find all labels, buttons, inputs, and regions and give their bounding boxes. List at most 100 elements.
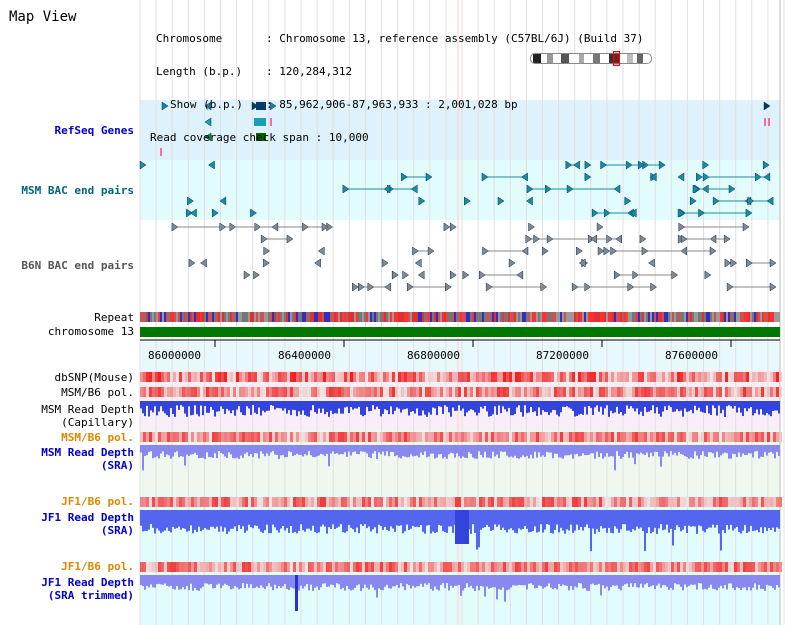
read-depth-bar [232, 401, 234, 411]
read-depth-bar [142, 445, 144, 471]
read-depth-bar [354, 401, 356, 409]
polymorphism-segment [227, 432, 230, 442]
read-depth-bar [714, 401, 716, 409]
polymorphism-segment [746, 432, 749, 442]
read-depth-bar [318, 510, 320, 533]
read-depth-bar [726, 510, 728, 526]
polymorphism-segment [530, 432, 533, 442]
repeat-segment [516, 312, 518, 322]
read-depth-bar [248, 510, 250, 525]
read-depth-bar [156, 445, 158, 457]
polymorphism-segment [764, 432, 767, 442]
polymorphism-segment [191, 497, 194, 507]
read-depth-bar [542, 401, 544, 411]
polymorphism-segment [179, 387, 182, 397]
gene-mark [445, 282, 452, 292]
repeat-segment [670, 312, 672, 322]
read-depth-bar [740, 575, 742, 590]
read-depth-bar [514, 510, 516, 533]
gene-mark [401, 172, 408, 182]
read-depth-bar [606, 510, 608, 533]
read-depth-bar [192, 401, 194, 415]
polymorphism-segment [701, 497, 704, 507]
repeat-segment [396, 312, 398, 322]
read-depth-bar [502, 401, 504, 407]
repeat-segment [462, 312, 464, 322]
polymorphism-segment [323, 497, 326, 507]
polymorphism-segment [572, 497, 575, 507]
polymorphism-segment [509, 497, 512, 507]
repeat-segment [248, 312, 250, 322]
polymorphism-segment [713, 562, 716, 572]
polymorphism-segment [662, 387, 665, 397]
read-depth-bar [334, 445, 336, 454]
polymorphism-segment [203, 497, 206, 507]
read-depth-bar [436, 445, 438, 458]
read-depth-bar [240, 445, 242, 456]
polymorphism-segment [704, 387, 707, 397]
repeat-segment [454, 312, 456, 322]
polymorphism-segment [512, 432, 515, 442]
read-depth-bar [640, 510, 642, 528]
info-length-value: 120,284,312 [279, 65, 353, 78]
polymorphism-segment [398, 432, 401, 442]
polymorphism-segment [617, 372, 620, 382]
read-depth-bar [706, 510, 708, 530]
polymorphism-segment [392, 432, 395, 442]
read-depth-bar [264, 575, 266, 590]
gene-mark [321, 222, 329, 232]
read-depth-bar [532, 510, 534, 532]
polymorphism-segment [356, 432, 359, 442]
read-depth-bar [272, 510, 274, 525]
read-depth-bar [446, 445, 448, 459]
read-depth-bar [756, 575, 758, 590]
polymorphism-segment [326, 387, 329, 397]
read-depth-bar [366, 401, 368, 407]
read-depth-bar [172, 401, 174, 414]
polymorphism-segment [185, 497, 188, 507]
polymorphism-segment [422, 372, 425, 382]
read-depth-bar [516, 401, 518, 408]
read-depth-bar [212, 575, 214, 589]
read-depth-bar [378, 575, 380, 589]
polymorphism-segment [500, 497, 503, 507]
read-depth-bar [764, 575, 766, 591]
polymorphism-segment [737, 497, 740, 507]
read-depth-bar [240, 575, 242, 589]
read-depth-bar [558, 575, 560, 584]
read-depth-bar [680, 510, 682, 532]
read-depth-bar [590, 510, 592, 552]
read-depth-bar [648, 510, 650, 528]
polymorphism-segment [539, 372, 542, 382]
ideogram-position-marker[interactable] [613, 51, 620, 66]
polymorphism-segment [395, 387, 398, 397]
track-label-msm-depth-sra: MSM Read Depth [41, 446, 134, 459]
read-depth-bar [176, 575, 178, 587]
polymorphism-segment [143, 372, 146, 382]
read-depth-bar [214, 445, 216, 454]
read-depth-bar [644, 401, 646, 407]
read-depth-bar [420, 445, 422, 453]
polymorphism-segment [590, 562, 593, 572]
polymorphism-segment [185, 562, 188, 572]
read-depth-bar [206, 510, 208, 530]
polymorphism-segment [194, 432, 197, 442]
gene-mark [709, 246, 717, 256]
polymorphism-segment [431, 387, 434, 397]
read-depth-bar [190, 401, 192, 416]
read-depth-bar [370, 575, 372, 585]
polymorphism-segment [215, 387, 218, 397]
read-depth-bar [236, 575, 238, 588]
read-depth-bar [626, 401, 628, 406]
polymorphism-segment [158, 387, 161, 397]
polymorphism-segment [239, 372, 242, 382]
polymorphism-segment [236, 432, 239, 442]
polymorphism-segment [230, 432, 233, 442]
read-depth-bar [320, 401, 322, 413]
read-depth-bar [638, 445, 640, 455]
read-depth-bar [214, 510, 216, 529]
read-depth-bar [578, 445, 580, 457]
chromosome-ideogram[interactable] [530, 53, 652, 64]
read-depth-bar [400, 401, 402, 413]
polymorphism-segment [278, 562, 281, 572]
